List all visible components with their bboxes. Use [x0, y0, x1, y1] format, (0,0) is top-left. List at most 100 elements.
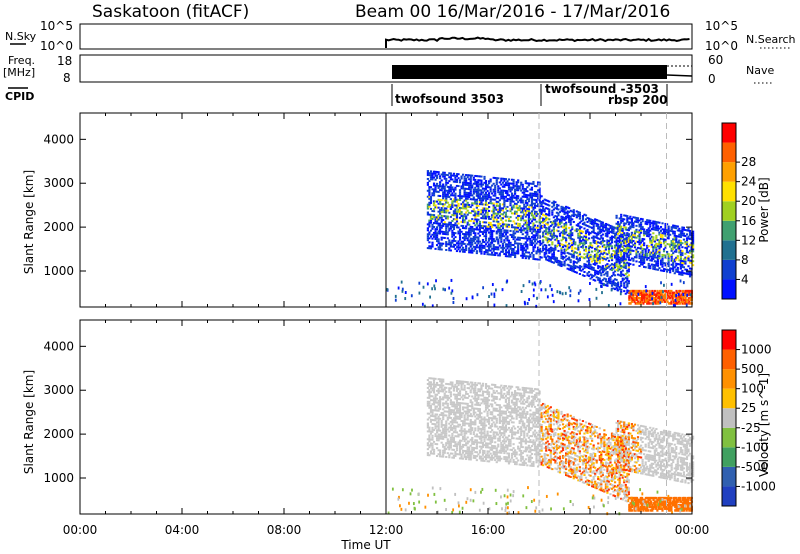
data-cell — [477, 185, 480, 188]
data-cell — [527, 251, 530, 254]
data-cell — [538, 191, 541, 194]
data-cell — [515, 195, 518, 197]
data-cell — [429, 235, 433, 238]
data-cell — [649, 291, 653, 295]
data-cell — [491, 440, 494, 443]
data-cell — [615, 247, 618, 250]
data-cell — [609, 278, 612, 281]
data-cell — [692, 244, 695, 247]
data-cell — [551, 247, 554, 250]
data-cell — [428, 193, 431, 196]
data-cell — [500, 197, 503, 200]
data-cell — [548, 257, 551, 260]
data-cell — [469, 428, 472, 431]
data-cell — [642, 289, 645, 293]
data-cell — [659, 241, 663, 244]
data-cell — [458, 382, 462, 385]
data-cell — [445, 422, 448, 425]
data-cell — [580, 226, 583, 229]
data-cell — [486, 215, 489, 218]
data-cell — [597, 231, 600, 234]
data-cell — [439, 380, 442, 383]
data-cell — [431, 188, 434, 191]
data-cell — [458, 206, 462, 209]
data-cell — [569, 223, 572, 226]
data-cell — [426, 195, 429, 198]
data-cell — [639, 257, 643, 260]
data-cell — [598, 220, 601, 223]
data-cell — [662, 298, 665, 302]
data-cell — [468, 440, 471, 443]
data-cell — [503, 388, 506, 391]
data-cell — [432, 184, 436, 187]
data-cell — [486, 186, 489, 189]
data-cell — [627, 282, 630, 285]
data-cell — [530, 228, 534, 231]
data-cell — [481, 382, 485, 385]
data-cell — [613, 270, 617, 273]
data-cell — [488, 391, 491, 394]
data-cell — [653, 222, 656, 225]
data-cell — [598, 265, 601, 268]
data-cell — [670, 249, 673, 252]
data-cell — [568, 234, 571, 237]
data-cell — [530, 204, 534, 207]
data-cell — [488, 202, 491, 205]
data-cell — [672, 262, 675, 265]
data-cell — [597, 271, 600, 273]
data-cell — [477, 189, 480, 192]
data-cell — [627, 280, 630, 283]
data-cell — [472, 210, 475, 213]
data-cell — [606, 243, 609, 246]
data-cell — [458, 380, 462, 383]
data-cell — [404, 297, 407, 301]
data-cell — [469, 225, 472, 228]
data-cell — [457, 394, 460, 397]
data-cell — [489, 178, 492, 181]
data-cell — [486, 446, 489, 449]
data-cell — [468, 174, 471, 177]
data-cell — [491, 230, 494, 232]
data-cell — [600, 228, 603, 231]
data-cell — [546, 233, 549, 236]
data-cell — [606, 235, 609, 238]
data-cell — [434, 230, 437, 233]
data-cell — [474, 389, 477, 392]
data-cell — [639, 255, 643, 258]
data-cell — [515, 238, 518, 241]
data-cell — [504, 215, 508, 218]
data-cell — [461, 242, 465, 245]
data-cell — [514, 202, 517, 205]
data-cell — [656, 229, 660, 232]
data-cell — [664, 268, 667, 271]
data-cell — [635, 228, 638, 231]
data-cell — [489, 253, 492, 256]
data-cell — [634, 296, 637, 300]
data-cell — [460, 211, 463, 214]
data-cell — [443, 402, 446, 405]
data-cell — [532, 242, 535, 245]
data-cell — [477, 214, 480, 217]
data-cell — [457, 240, 460, 243]
data-cell — [552, 300, 555, 304]
data-cell — [451, 235, 454, 238]
data-cell — [633, 242, 637, 245]
data-cell — [569, 269, 572, 272]
data-cell — [428, 394, 431, 397]
data-cell — [572, 240, 575, 243]
data-cell — [432, 391, 436, 394]
data-cell — [606, 257, 609, 260]
data-cell — [471, 448, 474, 451]
data-cell — [672, 295, 676, 298]
data-cell — [437, 214, 440, 217]
data-cell — [449, 194, 452, 197]
data-cell — [428, 430, 431, 433]
data-cell — [655, 242, 658, 245]
data-cell — [489, 456, 492, 459]
data-cell — [486, 393, 489, 396]
data-cell — [474, 190, 477, 193]
data-cell — [463, 394, 466, 397]
data-cell — [601, 227, 604, 230]
data-cell — [480, 252, 483, 255]
